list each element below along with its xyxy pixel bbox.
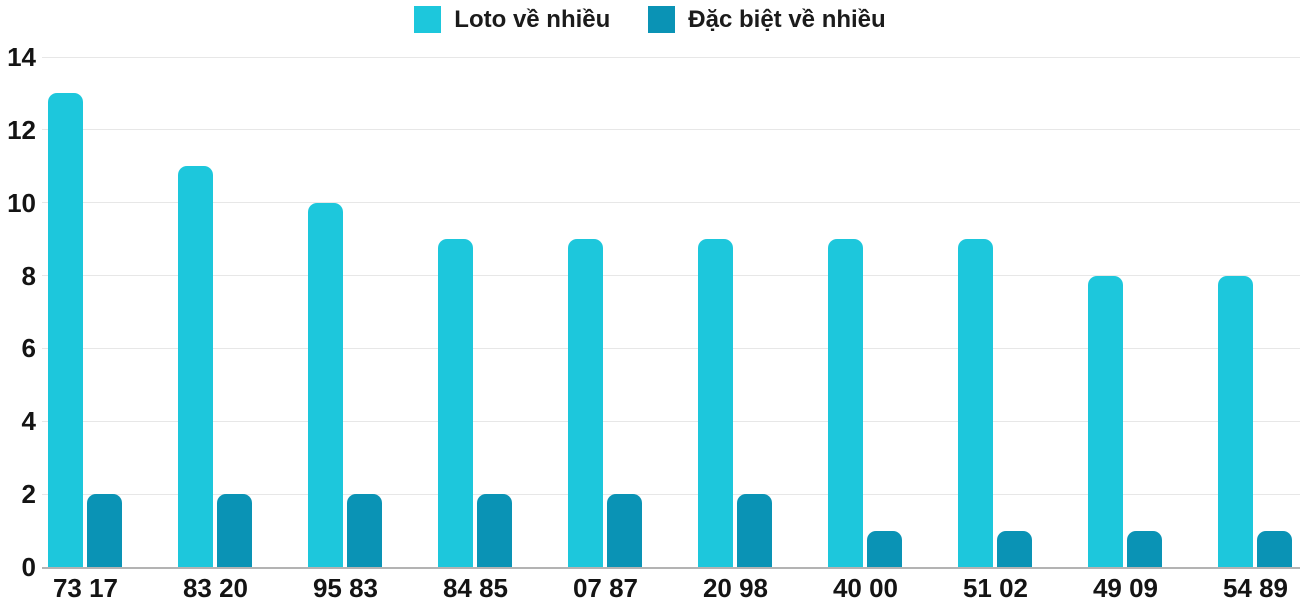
y-axis-tick-6: 6	[21, 333, 36, 364]
y-axis-tick-10: 10	[7, 187, 36, 218]
y-axis-tick-4: 4	[21, 406, 36, 437]
gridline-y-14	[42, 56, 1300, 58]
bar-dacbiet-95-83[interactable]	[347, 494, 382, 567]
x-axis-label-73-17: 73 17	[52, 573, 119, 600]
gridline-y-8	[42, 275, 1300, 277]
x-axis-label-51-02: 51 02	[962, 573, 1029, 600]
bar-loto-83-20[interactable]	[178, 166, 213, 567]
x-axis-label-07-87: 07 87	[572, 573, 639, 600]
gridline-y-6	[42, 347, 1300, 349]
bar-loto-40-00[interactable]	[828, 239, 863, 567]
bar-dacbiet-54-89[interactable]	[1257, 530, 1292, 567]
bar-dacbiet-40-00[interactable]	[867, 530, 902, 567]
bar-loto-73-17[interactable]	[48, 93, 83, 567]
y-axis-tick-0: 0	[21, 552, 36, 582]
bar-dacbiet-49-09[interactable]	[1127, 530, 1162, 567]
bar-dacbiet-73-17[interactable]	[87, 494, 122, 567]
bar-dacbiet-51-02[interactable]	[997, 530, 1032, 567]
x-axis-label-95-83: 95 83	[312, 573, 379, 600]
bar-dacbiet-07-87[interactable]	[607, 494, 642, 567]
bar-loto-51-02[interactable]	[958, 239, 993, 567]
legend: Loto về nhiều Đặc biệt về nhiều	[0, 6, 1300, 33]
x-axis-line	[42, 567, 1300, 569]
legend-swatch-dacbiet-icon	[648, 6, 676, 33]
bar-loto-84-85[interactable]	[438, 239, 473, 567]
legend-item-loto[interactable]: Loto về nhiều	[414, 6, 610, 33]
x-axis-label-40-00: 40 00	[832, 573, 899, 600]
y-axis-tick-8: 8	[21, 260, 36, 291]
bar-dacbiet-20-98[interactable]	[737, 494, 772, 567]
bar-loto-49-09[interactable]	[1088, 275, 1123, 567]
x-axis-label-83-20: 83 20	[182, 573, 249, 600]
gridline-y-4	[42, 420, 1300, 422]
x-axis-label-54-89: 54 89	[1222, 573, 1289, 600]
bar-loto-20-98[interactable]	[698, 239, 733, 567]
gridline-y-12	[42, 129, 1300, 131]
legend-label-loto: Loto về nhiều	[454, 6, 611, 33]
gridline-y-2	[42, 493, 1300, 495]
y-axis-tick-12: 12	[7, 114, 36, 145]
bar-dacbiet-84-85[interactable]	[477, 494, 512, 567]
legend-swatch-loto-icon	[414, 6, 442, 33]
x-axis-label-49-09: 49 09	[1092, 573, 1159, 600]
bar-loto-07-87[interactable]	[568, 239, 603, 567]
legend-item-dacbiet[interactable]: Đặc biệt về nhiều	[648, 6, 886, 33]
x-axis-label-84-85: 84 85	[442, 573, 509, 600]
legend-label-dacbiet: Đặc biệt về nhiều	[688, 6, 886, 33]
gridline-y-10	[42, 202, 1300, 204]
y-axis-tick-2: 2	[21, 479, 36, 510]
y-axis-tick-14: 14	[7, 42, 36, 72]
bar-loto-54-89[interactable]	[1218, 275, 1253, 567]
bar-dacbiet-83-20[interactable]	[217, 494, 252, 567]
bar-loto-95-83[interactable]	[308, 202, 343, 567]
x-axis-label-20-98: 20 98	[702, 573, 769, 600]
